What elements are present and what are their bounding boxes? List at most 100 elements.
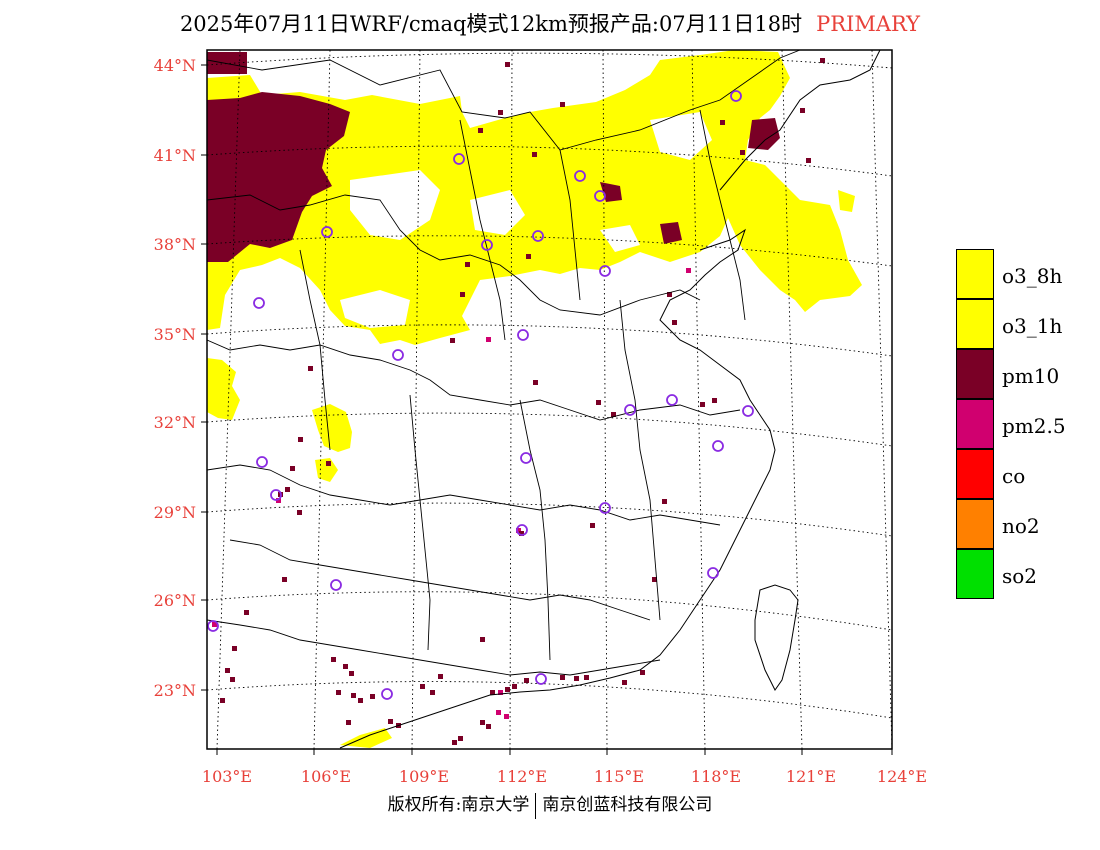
legend-swatch (956, 399, 994, 449)
pollutant-cell (532, 152, 537, 157)
pollutant-cell (331, 657, 336, 662)
pollutant-cell (800, 108, 805, 113)
station-marker (535, 673, 547, 685)
station-marker (516, 524, 528, 536)
pollutant-cell (526, 254, 531, 259)
station-marker (517, 329, 529, 341)
station-marker (707, 567, 719, 579)
station-marker (624, 404, 636, 416)
pollutant-cell-layer (190, 58, 825, 745)
pollutant-cell (712, 398, 717, 403)
pollutant-cell (611, 412, 616, 417)
legend-label: co (1002, 464, 1026, 488)
legend-swatch (956, 249, 994, 299)
station-marker (481, 239, 493, 251)
pollutant-cell (505, 62, 510, 67)
lat-label: 35°N (154, 325, 196, 344)
pollutant-cell (190, 610, 195, 615)
credit-divider (535, 792, 537, 819)
province-borders (207, 50, 801, 676)
legend-swatch (956, 499, 994, 549)
lon-label: 109°E (399, 767, 449, 786)
pollutant-cell (465, 262, 470, 267)
pollutant-cell (438, 674, 443, 679)
pollutant-cell (505, 687, 510, 692)
station-marker (256, 456, 268, 468)
station-marker (599, 265, 611, 277)
legend-label: o3_8h (1002, 264, 1063, 288)
station-marker (392, 349, 404, 361)
pollutant-cell (430, 690, 435, 695)
pollutant-cell (486, 337, 491, 342)
pollutant-cell (640, 670, 645, 675)
legend-label: pm2.5 (1002, 414, 1066, 438)
pollutant-cell (524, 678, 529, 683)
graticule (207, 50, 892, 749)
pollutant-cell (358, 698, 363, 703)
pollutant-cell (700, 402, 705, 407)
pollutant-cell (496, 710, 501, 715)
pollutant-cell (667, 292, 672, 297)
title-primary-tag: PRIMARY (816, 12, 921, 36)
pollutant-cell (460, 292, 465, 297)
axis-ticks (201, 64, 893, 755)
lon-label: 106°E (301, 767, 351, 786)
pollutant-cell (686, 268, 691, 273)
pollutant-cell (232, 646, 237, 651)
pollutant-cell (370, 694, 375, 699)
pollutant-cell (480, 720, 485, 725)
lon-label: 121°E (786, 767, 836, 786)
pollutant-cell (519, 531, 524, 536)
pollutant-cell (574, 676, 579, 681)
pollutant-cell (504, 714, 509, 719)
pollutant-cell (458, 736, 463, 741)
station-marker (574, 170, 586, 182)
station-marker (742, 405, 754, 417)
pollutant-cell (806, 158, 811, 163)
copyright-credit: 版权所有:南京大学 南京创蓝科技有限公司 (0, 790, 1100, 819)
station-marker (594, 190, 606, 202)
credit-company: 南京创蓝科技有限公司 (542, 795, 713, 815)
pollutant-cell (285, 487, 290, 492)
legend-swatch (956, 449, 994, 499)
pollutant-cell (420, 684, 425, 689)
map-title: 2025年07月11日WRF/cmaq模式12km预报产品:07月11日18时 P… (0, 8, 1100, 38)
coastline (339, 50, 881, 749)
station-marker (730, 90, 742, 102)
pollutant-cell (343, 664, 348, 669)
station-marker (599, 502, 611, 514)
pollutant-cell (336, 690, 341, 695)
o3-gap-layer (340, 112, 712, 328)
pollutant-cell (590, 523, 595, 528)
lon-label: 124°E (877, 767, 927, 786)
station-marker (270, 489, 282, 501)
pollutant-cell (450, 338, 455, 343)
pollutant-cell (298, 437, 303, 442)
lon-label: 112°E (497, 767, 547, 786)
lat-label: 41°N (154, 146, 196, 165)
pollutant-cell (820, 58, 825, 63)
lat-label: 44°N (154, 56, 196, 75)
pollutant-cell (225, 668, 230, 673)
pm10-region-layer (207, 52, 780, 262)
station-marker (453, 153, 465, 165)
pollutant-cell (388, 719, 393, 724)
pollutant-cell (297, 510, 302, 515)
credit-owner: 版权所有:南京大学 (387, 795, 530, 815)
lat-label: 29°N (154, 503, 196, 522)
pollutant-cell (212, 622, 217, 627)
pollutant-cell (560, 102, 565, 107)
pollutant-cell (308, 366, 313, 371)
title-main: 2025年07月11日WRF/cmaq模式12km预报产品:07月11日18时 (179, 12, 803, 36)
legend-swatch (956, 349, 994, 399)
pollutant-cell (512, 684, 517, 689)
pollutant-cell (349, 671, 354, 676)
station-marker (532, 230, 544, 242)
pollutant-cell (622, 680, 627, 685)
lat-label: 32°N (154, 413, 196, 432)
pollutant-cell (662, 499, 667, 504)
pollutant-cell (560, 675, 565, 680)
station-marker (330, 579, 342, 591)
pollutant-cell (478, 128, 483, 133)
